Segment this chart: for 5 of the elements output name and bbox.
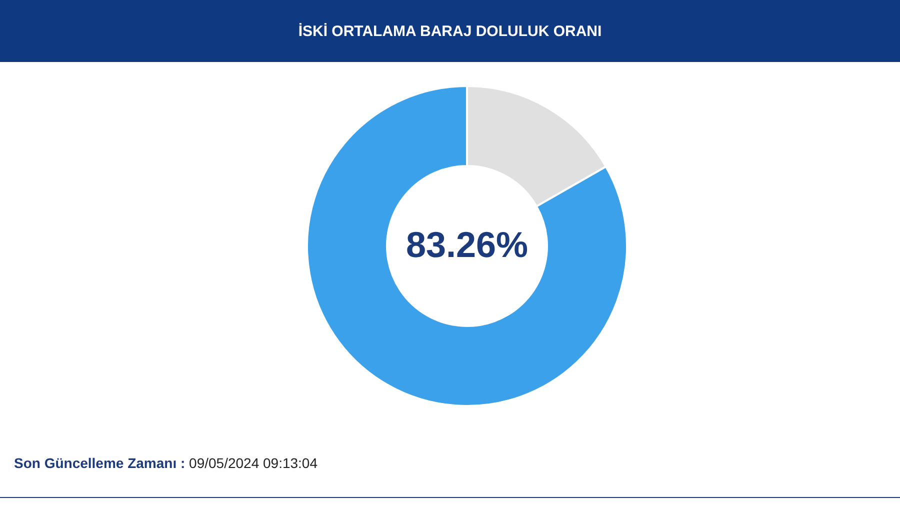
text: 83.26% [406,224,528,265]
text: Son Güncelleme Zamanı : [14,455,186,471]
text: 09/05/2024 09:13:04 [188,455,318,471]
donut-slice [306,85,628,407]
chart-title: İSKİ ORTALAMA BARAJ DOLULUK ORANI [0,0,900,62]
